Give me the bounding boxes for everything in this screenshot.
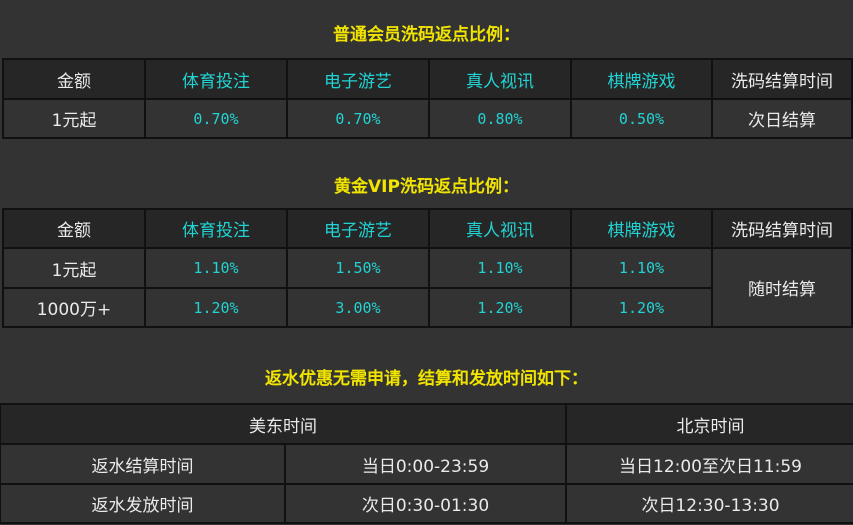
label-cell: 返水发放时间 <box>0 483 286 524</box>
beijing-time-cell: 当日12:00至次日11:59 <box>565 443 853 485</box>
rate-cell: 0.80% <box>428 98 572 139</box>
table-row: 返水发放时间 次日0:30-01:30 次日12:30-13:30 <box>0 483 853 524</box>
header-us-east-time: 美东时间 <box>0 403 567 445</box>
header-live: 真人视讯 <box>428 208 572 249</box>
rate-cell: 0.50% <box>570 98 713 139</box>
header-amount: 金额 <box>2 58 146 100</box>
rate-cell: 1.10% <box>144 247 288 289</box>
table-header-row: 金额 体育投注 电子游艺 真人视讯 棋牌游戏 洗码结算时间 <box>2 208 853 249</box>
vip-title: 黄金VIP洗码返点比例： <box>334 177 519 197</box>
table-row: 1元起 1.10% 1.50% 1.10% 1.10% 随时结算 <box>2 247 853 328</box>
us-time-cell: 次日0:30-01:30 <box>284 483 567 524</box>
rate-cell: 1.10% <box>428 247 572 289</box>
header-cards: 棋牌游戏 <box>570 208 713 249</box>
table-row: 1元起 0.70% 0.70% 0.80% 0.50% 次日结算 <box>2 98 853 139</box>
amount-cell: 1元起 <box>2 247 146 289</box>
header-live: 真人视讯 <box>428 58 572 100</box>
vip-rebate-table: 金额 体育投注 电子游艺 真人视讯 棋牌游戏 洗码结算时间 1元起 1.10% … <box>2 208 853 328</box>
rate-cell: 1.20% <box>570 287 713 328</box>
amount-cell: 1000万+ <box>2 287 146 328</box>
rate-cell: 0.70% <box>286 98 430 139</box>
header-beijing-time: 北京时间 <box>565 403 853 445</box>
header-egames: 电子游艺 <box>286 208 430 249</box>
rate-cell: 1.10% <box>570 247 713 289</box>
header-egames: 电子游艺 <box>286 58 430 100</box>
rate-cell: 1.50% <box>286 247 430 289</box>
header-settle-time: 洗码结算时间 <box>711 58 853 100</box>
table-row: 1000万+ 1.20% 3.00% 1.20% 1.20% <box>2 287 852 328</box>
table-header-row: 金额 体育投注 电子游艺 真人视讯 棋牌游戏 洗码结算时间 <box>2 58 853 100</box>
normal-rebate-table: 金额 体育投注 电子游艺 真人视讯 棋牌游戏 洗码结算时间 1元起 0.70% … <box>2 58 853 139</box>
header-sports: 体育投注 <box>144 58 288 100</box>
header-amount: 金额 <box>2 208 146 249</box>
table-header-row: 美东时间 北京时间 <box>0 403 853 445</box>
label-cell: 返水结算时间 <box>0 443 286 485</box>
rebate-title: 返水优惠无需申请，结算和发放时间如下： <box>265 369 588 389</box>
amount-cell: 1元起 <box>2 98 146 139</box>
rate-cell: 1.20% <box>428 287 572 328</box>
rate-cell: 3.00% <box>286 287 430 328</box>
us-time-cell: 当日0:00-23:59 <box>284 443 567 485</box>
settle-cell: 次日结算 <box>711 98 853 139</box>
settle-cell: 随时结算 <box>711 247 853 328</box>
header-cards: 棋牌游戏 <box>570 58 713 100</box>
header-sports: 体育投注 <box>144 208 288 249</box>
beijing-time-cell: 次日12:30-13:30 <box>565 483 853 524</box>
header-settle-time: 洗码结算时间 <box>711 208 853 249</box>
rate-cell: 0.70% <box>144 98 288 139</box>
rate-cell: 1.20% <box>144 287 288 328</box>
table-row: 返水结算时间 当日0:00-23:59 当日12:00至次日11:59 <box>0 443 853 485</box>
normal-title: 普通会员洗码返点比例： <box>333 25 520 45</box>
rebate-time-table: 美东时间 北京时间 返水结算时间 当日0:00-23:59 当日12:00至次日… <box>0 403 853 524</box>
